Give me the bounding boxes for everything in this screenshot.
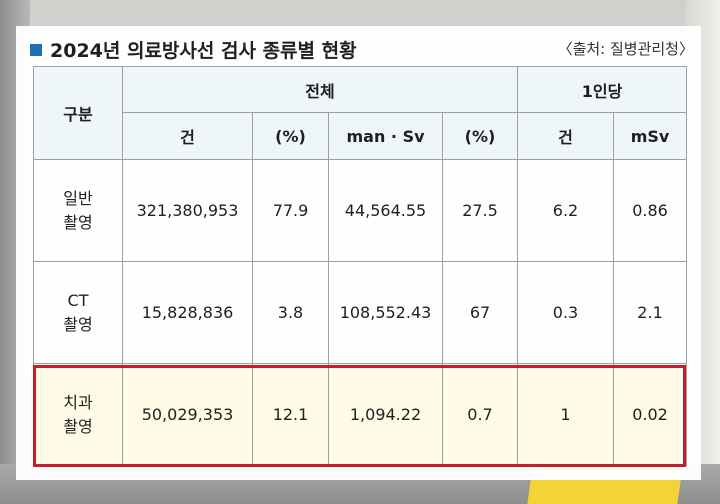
cell-dose-percent: 27.5: [441, 159, 519, 262]
row-category-line2: 촬영: [63, 314, 93, 334]
row-category-line2: 촬영: [63, 416, 93, 436]
cell-per-capita-count: 6.2: [517, 159, 615, 262]
cell-count: 15,828,836: [122, 261, 253, 364]
cell-per-capita-msv: 0.86: [613, 159, 688, 262]
cell-count-percent: 12.1: [252, 363, 329, 466]
cell-count-percent: 3.8: [252, 261, 329, 364]
title-square-icon: [30, 43, 42, 56]
cell-dose: 108,552.43: [328, 261, 443, 364]
cell-per-capita-count: 0.3: [517, 261, 615, 364]
cell-dose-percent: 67: [441, 261, 519, 364]
title-text: 2024년 의료방사선 검사 종류별 현황: [50, 40, 357, 62]
cell-per-capita-msv: 2.1: [613, 261, 688, 364]
radiation-exam-table: 구분 전체 1인당 건 (%) man · Sv (%) 건 mSv 일반 촬영…: [33, 66, 688, 466]
header-count-percent: (%): [252, 112, 329, 160]
row-category-line1: 치과: [63, 393, 93, 413]
table-row-highlighted: 치과 촬영 50,029,353 12.1 1,094.22 0.7 1 0.0…: [33, 363, 688, 466]
cell-count-percent: 77.9: [252, 159, 329, 262]
table-row: CT 촬영 15,828,836 3.8 108,552.43 67 0.3 2…: [33, 261, 688, 364]
row-category: CT 촬영: [33, 261, 123, 364]
header-dose-percent: (%): [441, 112, 519, 160]
header-per-capita: 1인당: [517, 66, 688, 113]
row-category: 치과 촬영: [33, 363, 123, 466]
row-category-line1: CT: [67, 291, 89, 311]
header-row-units: 건 (%) man · Sv (%) 건 mSv: [34, 112, 688, 160]
cell-per-capita-count: 1: [517, 363, 615, 466]
header-total: 전체: [121, 66, 519, 113]
header-count: 건: [122, 112, 253, 160]
cell-per-capita-msv: 0.02: [613, 363, 688, 466]
row-category-line1: 일반: [63, 189, 93, 209]
cell-dose: 44,564.55: [328, 159, 443, 262]
row-category-line2: 촬영: [63, 212, 93, 232]
source-note: 〈출처: 질병관리청〉: [557, 40, 694, 58]
table-title: 2024년 의료방사선 검사 종류별 현황: [30, 36, 357, 63]
cell-count: 321,380,953: [122, 159, 253, 262]
cell-dose-percent: 0.7: [441, 363, 519, 466]
header-per-capita-count: 건: [517, 112, 615, 160]
header-dose: man · Sv: [328, 112, 443, 160]
header-row-groups: 구분 전체 1인당: [33, 66, 688, 160]
cell-dose: 1,094.22: [328, 363, 443, 466]
header-category: 구분: [33, 66, 123, 160]
header-per-capita-msv: mSv: [613, 112, 688, 160]
cell-count: 50,029,353: [122, 363, 253, 466]
row-category: 일반 촬영: [33, 159, 123, 262]
table-row: 일반 촬영 321,380,953 77.9 44,564.55 27.5 6.…: [33, 159, 688, 262]
